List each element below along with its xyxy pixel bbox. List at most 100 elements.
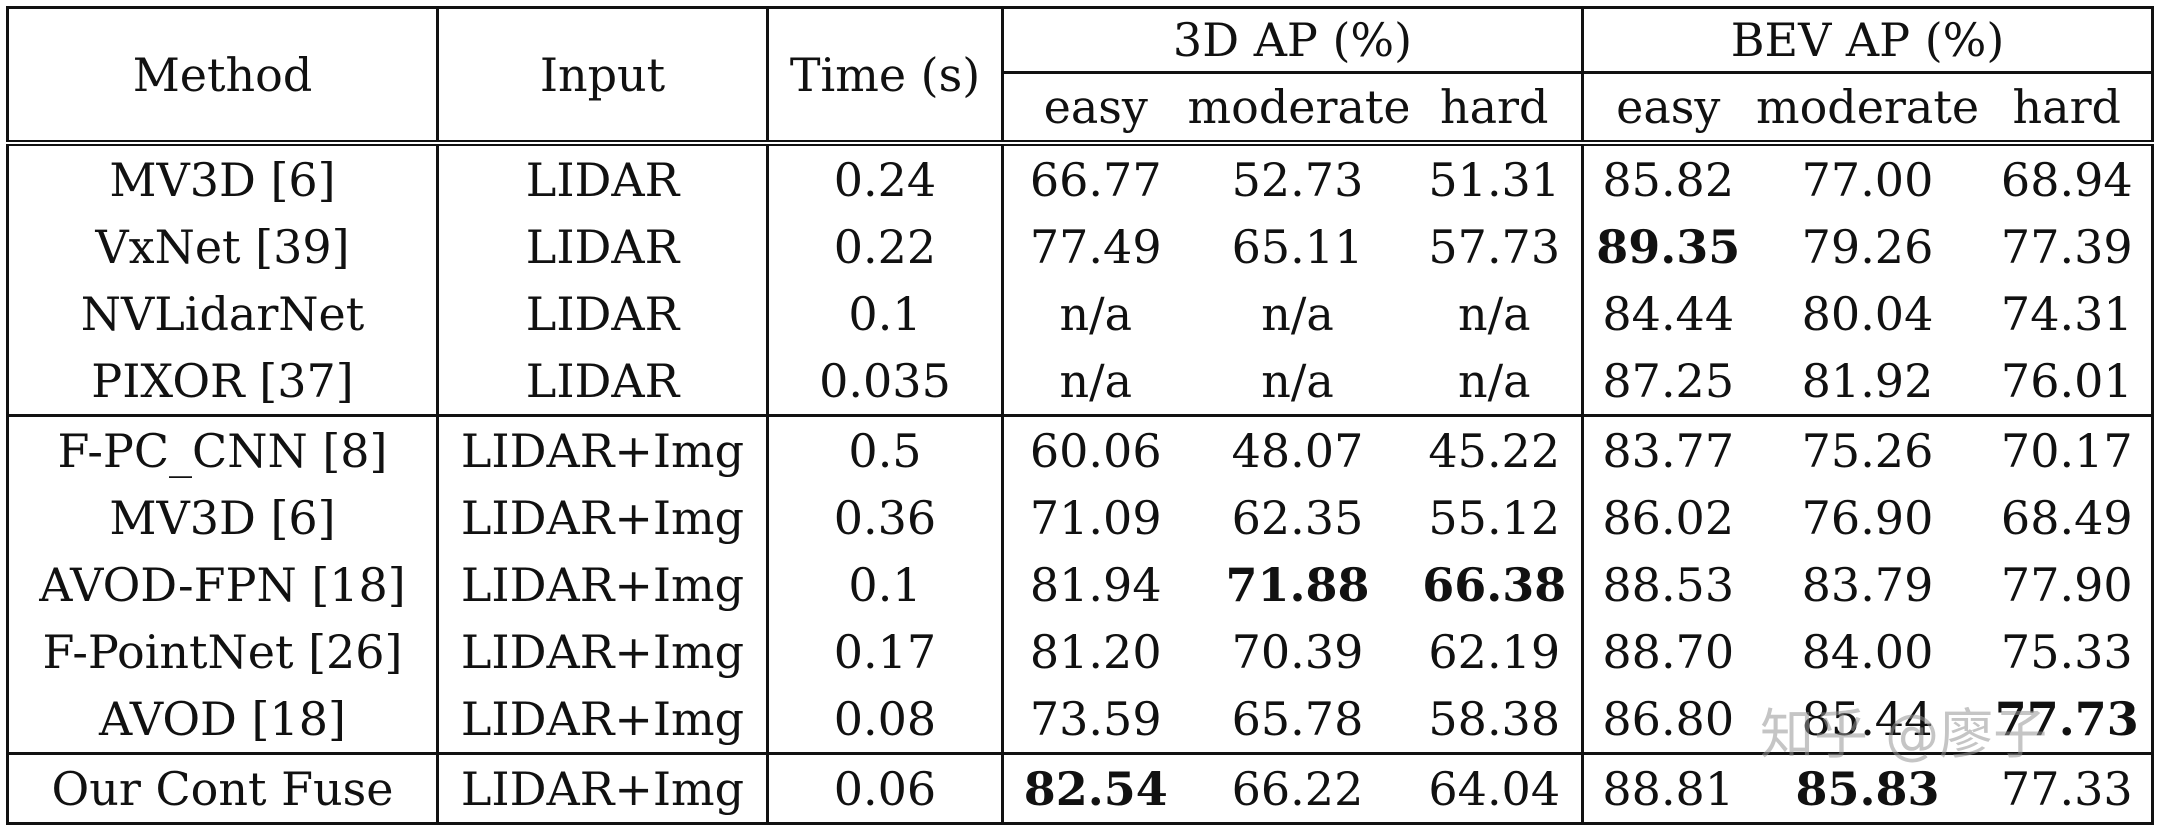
cell-time: 0.5 bbox=[767, 414, 1004, 484]
cell-3d-easy: 73.59 bbox=[1029, 691, 1162, 746]
cell-input: LIDAR+Img bbox=[437, 618, 769, 685]
cell-bev-hard: 68.49 bbox=[2000, 490, 2133, 545]
cell-bev-easy: 83.77 bbox=[1582, 414, 1753, 484]
cell-bev-hard: 77.73 bbox=[1994, 691, 2139, 746]
cell-input: LIDAR+Img bbox=[437, 685, 769, 754]
cell-3d-easy: 81.20 bbox=[1029, 624, 1162, 679]
cell-3d-moderate: 48.07 bbox=[1187, 414, 1408, 484]
cell-bev-moderate: 75.26 bbox=[1752, 414, 1983, 484]
cell-bev-hard: 74.31 bbox=[2000, 286, 2133, 341]
cell-bev-easy: 84.44 bbox=[1602, 286, 1735, 341]
cell-bev-moderate: 85.83 bbox=[1752, 752, 1983, 824]
cell-3d-moderate: 71.88 bbox=[1225, 557, 1370, 612]
cell-bev-moderate: 80.04 bbox=[1801, 286, 1934, 341]
table-row: AVOD [18] LIDAR+Img 0.08 73.59 65.78 58.38 86.… bbox=[7, 685, 2153, 754]
table-row: Our Cont Fuse LIDAR+Img 0.06 82.54 66.22 64.0… bbox=[7, 752, 2153, 824]
table-row: MV3D [6] LIDAR+Img 0.36 71.09 62.35 55.12 86.0… bbox=[7, 484, 2153, 551]
header-time: Time (s) bbox=[767, 7, 1004, 146]
cell-input: LIDAR bbox=[437, 347, 769, 416]
cell-input: LIDAR bbox=[437, 143, 769, 213]
cell-3d-hard: 57.73 bbox=[1407, 213, 1585, 280]
cell-3d-easy: 77.49 bbox=[1029, 219, 1162, 274]
cell-input: LIDAR bbox=[437, 213, 769, 280]
results-table: Method Input Time (s) 3D AP (%) BEV AP (… bbox=[6, 6, 2155, 825]
cell-bev-easy: 85.82 bbox=[1602, 152, 1735, 207]
cell-method: AVOD-FPN [18] bbox=[7, 551, 439, 618]
cell-bev-moderate: 84.00 bbox=[1801, 624, 1934, 679]
cell-method: NVLidarNet bbox=[7, 280, 439, 347]
cell-method: AVOD [18] bbox=[7, 685, 439, 754]
cell-bev-moderate: 76.90 bbox=[1801, 490, 1934, 545]
cell-bev-hard: 77.39 bbox=[2000, 219, 2133, 274]
cell-bev-hard: 76.01 bbox=[2000, 353, 2133, 408]
cell-3d-easy: 81.94 bbox=[1029, 557, 1162, 612]
cell-3d-hard: 64.04 bbox=[1407, 752, 1585, 824]
cell-method: VxNet [39] bbox=[7, 213, 439, 280]
cell-bev-moderate: 83.79 bbox=[1801, 557, 1934, 612]
cell-3d-moderate: 65.78 bbox=[1231, 691, 1364, 746]
cell-method: MV3D [6] bbox=[7, 484, 439, 551]
cell-3d-moderate: n/a bbox=[1261, 286, 1334, 341]
cell-time: 0.1 bbox=[767, 280, 1004, 347]
cell-3d-easy: 66.77 bbox=[1029, 152, 1162, 207]
cell-3d-moderate: n/a bbox=[1261, 353, 1334, 408]
cell-3d-hard: n/a bbox=[1407, 280, 1585, 347]
cell-input: LIDAR+Img bbox=[437, 484, 769, 551]
cell-bev-easy: 86.80 bbox=[1602, 691, 1735, 746]
cell-input: LIDAR+Img bbox=[437, 414, 769, 484]
subheader-3d-moderate: moderate bbox=[1187, 72, 1408, 146]
cell-bev-moderate: 79.26 bbox=[1801, 219, 1934, 274]
subheader-bev-moderate: moderate bbox=[1752, 72, 1983, 146]
header-bev-ap: BEV AP (%) bbox=[1582, 7, 2153, 74]
cell-3d-hard: 58.38 bbox=[1407, 685, 1585, 754]
table-row: MV3D [6] LIDAR 0.24 66.77 52.73 51.31 85.82 77.… bbox=[7, 143, 2153, 213]
cell-bev-hard: 77.90 bbox=[2000, 557, 2133, 612]
cell-bev-hard: 75.33 bbox=[2000, 624, 2133, 679]
cell-bev-easy: 86.02 bbox=[1602, 490, 1735, 545]
table-row: PIXOR [37] LIDAR 0.035 n/a n/a n/a 87.25 81.92 7… bbox=[7, 347, 2153, 416]
cell-3d-hard: 62.19 bbox=[1407, 618, 1585, 685]
cell-method: PIXOR [37] bbox=[7, 347, 439, 416]
cell-3d-easy: n/a bbox=[1059, 353, 1133, 408]
cell-3d-moderate: 52.73 bbox=[1231, 152, 1364, 207]
cell-3d-moderate: 62.35 bbox=[1231, 490, 1364, 545]
cell-bev-easy: 88.81 bbox=[1582, 752, 1753, 824]
cell-bev-easy: 88.53 bbox=[1602, 557, 1735, 612]
cell-method: MV3D [6] bbox=[7, 143, 439, 213]
cell-3d-moderate: 66.22 bbox=[1187, 752, 1408, 824]
cell-input: LIDAR bbox=[437, 280, 769, 347]
cell-3d-easy: 82.54 bbox=[1002, 752, 1188, 824]
table-row: VxNet [39] LIDAR 0.22 77.49 65.11 57.73 89.35 7… bbox=[7, 213, 2153, 280]
table-row: NVLidarNet LIDAR 0.1 n/a n/a n/a 84.44 80.04 74.… bbox=[7, 280, 2153, 347]
subheader-3d-easy: easy bbox=[1002, 72, 1188, 146]
header-input: Input bbox=[437, 7, 769, 146]
cell-time: 0.24 bbox=[767, 143, 1004, 213]
cell-time: 0.17 bbox=[767, 618, 1004, 685]
results-table-container: Method Input Time (s) 3D AP (%) BEV AP (… bbox=[6, 6, 2155, 825]
cell-bev-hard: 68.94 bbox=[2000, 152, 2133, 207]
cell-time: 0.06 bbox=[767, 752, 1004, 824]
header-method: Method bbox=[7, 7, 439, 146]
cell-3d-hard: 55.12 bbox=[1407, 484, 1585, 551]
cell-3d-hard: n/a bbox=[1407, 347, 1585, 416]
cell-input: LIDAR+Img bbox=[437, 551, 769, 618]
cell-method: F-PointNet [26] bbox=[7, 618, 439, 685]
table-body: MV3D [6] LIDAR 0.24 66.77 52.73 51.31 85.82 77.… bbox=[7, 143, 2153, 824]
cell-bev-easy: 88.70 bbox=[1602, 624, 1735, 679]
cell-bev-moderate: 81.92 bbox=[1801, 353, 1934, 408]
cell-method: Our Cont Fuse bbox=[7, 752, 439, 824]
subheader-3d-hard: hard bbox=[1407, 72, 1585, 146]
cell-3d-moderate: 65.11 bbox=[1231, 219, 1364, 274]
cell-bev-moderate: 85.44 bbox=[1801, 691, 1934, 746]
cell-bev-hard: 70.17 bbox=[1982, 414, 2153, 484]
cell-3d-easy: 71.09 bbox=[1029, 490, 1162, 545]
cell-time: 0.1 bbox=[767, 551, 1004, 618]
cell-3d-hard: 45.22 bbox=[1407, 414, 1585, 484]
cell-3d-easy: n/a bbox=[1059, 286, 1133, 341]
cell-3d-easy: 60.06 bbox=[1002, 414, 1188, 484]
cell-bev-hard: 77.33 bbox=[1982, 752, 2153, 824]
cell-bev-easy: 87.25 bbox=[1602, 353, 1735, 408]
subheader-bev-hard: hard bbox=[1982, 72, 2153, 146]
cell-3d-moderate: 70.39 bbox=[1231, 624, 1364, 679]
table-row: F-PointNet [26] LIDAR+Img 0.17 81.20 70.39 62… bbox=[7, 618, 2153, 685]
